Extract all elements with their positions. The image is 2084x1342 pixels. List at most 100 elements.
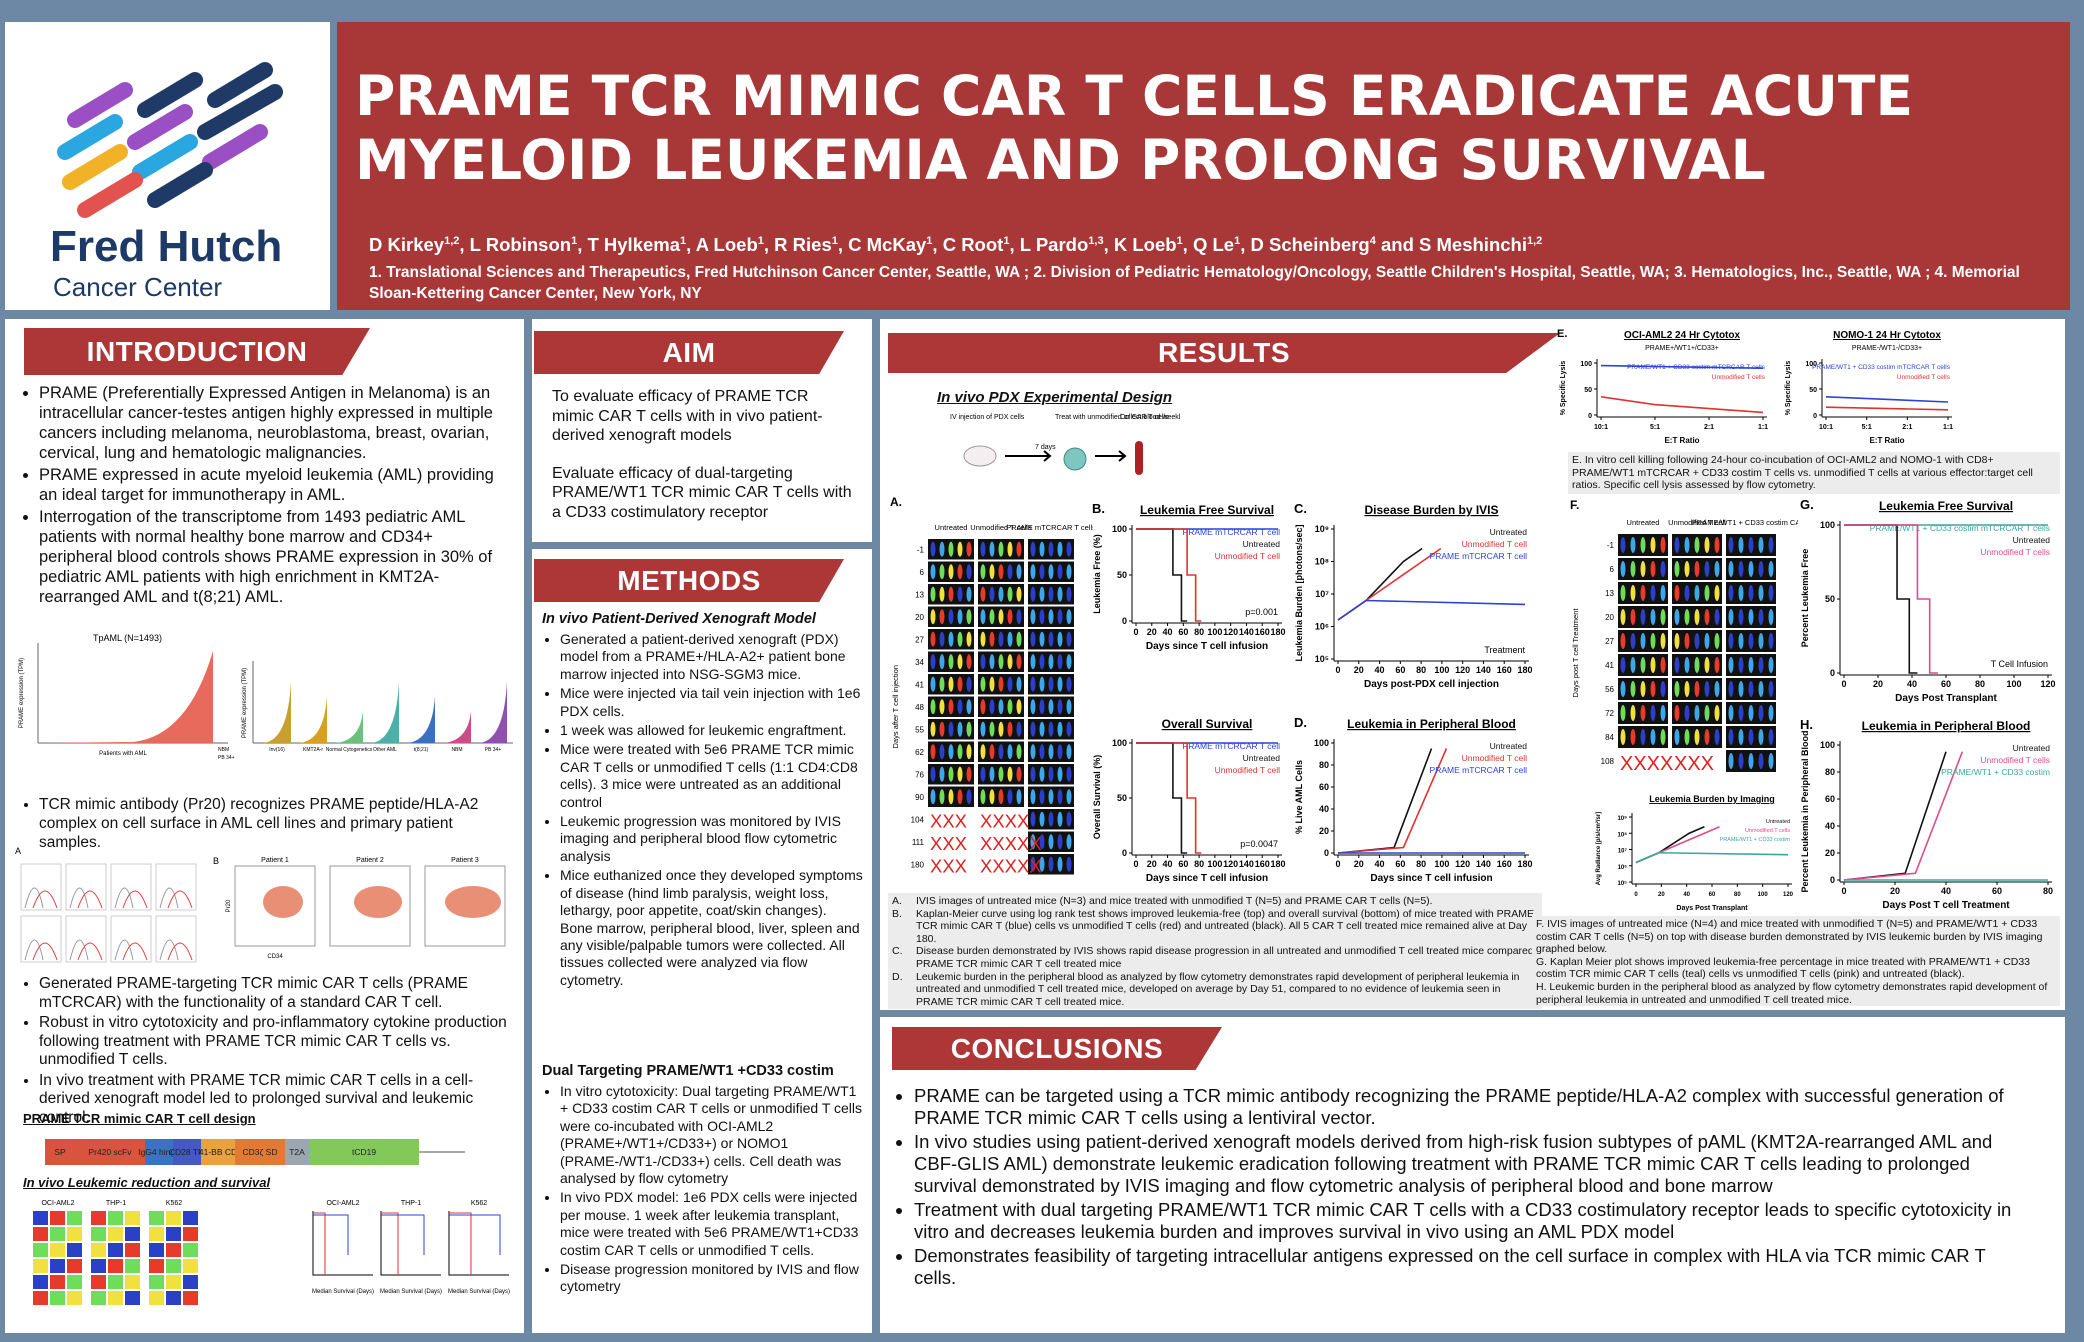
ivis-signal [998,541,1004,557]
x-tick-label: 40 [1163,627,1173,637]
y-axis-label: Leukemia Burden [photons/sec] [1294,524,1304,661]
row-label: 34 [915,658,924,667]
cell-line-label: OCI-AML2 [326,1200,359,1207]
ivis-signal [1660,585,1666,601]
death-mark: XXXX [980,811,1029,832]
ivis-signal [1738,657,1744,673]
histogram-frame [65,863,107,911]
x-tick-label: 40 [1375,859,1385,869]
ivis-signal [966,564,972,580]
x-tick-label: 10:1 [1819,424,1833,431]
panel-label: B. [1092,501,1105,516]
death-mark: XXX [930,833,967,854]
curve-illustration [449,1214,501,1255]
caption-row: H. Leukemic burden in the peripheral blo… [1536,980,2048,1006]
bullet-list: PRAME (Preferentially Expressed Antigen … [17,383,507,609]
row-label: 41 [915,680,924,689]
author-name: C Root [942,234,1004,255]
axis [312,1211,373,1276]
author-name: L Pardo [1019,234,1089,255]
ivis-signal [1660,537,1666,553]
ivis-signal [989,631,995,647]
scatter-frame [424,865,506,947]
ivis-image [166,1259,181,1273]
ivis-image [183,1291,198,1305]
x-tick-label: 120 [1223,859,1238,869]
ivis-signal [930,744,936,760]
ivis-signal [998,609,1004,625]
y-tick-label: 50 [1117,570,1127,580]
histogram-frame [155,915,197,963]
curve-illustration [1337,599,1526,621]
chart: Leukemia Burden by Imaging 0 20 40 60 80 100 12… [1595,794,1794,912]
ivis-signal [1738,537,1744,553]
x-tick-label: 80 [1194,627,1204,637]
y-tick-label: 60 [1319,782,1329,792]
x-tick-label: 160 [1255,627,1270,637]
ivis-signal [998,699,1004,715]
x-tick-label: 100 [1207,627,1222,637]
bullet-list: Generated PRAME-targeting TCR mimic CAR … [17,975,512,1129]
ivis-signal [1748,585,1754,601]
panel-label: E. [1557,328,1567,340]
histogram-frame [65,915,107,963]
ivis-image [50,1211,65,1225]
ivis-signal [1758,633,1764,649]
ivis-signal [1039,564,1045,580]
ivis-signal [1620,585,1626,601]
ivis-signal [1714,681,1720,697]
x-tick-label: 100 [1758,892,1769,898]
x-tick-label: 140 [1476,665,1491,675]
death-mark: XXX [930,856,967,877]
legend-entry: Untreated [1243,753,1281,763]
curve-illustration [1600,364,1764,369]
axis-label: Pr20 [226,899,232,912]
group-label: KMT2A-r [303,747,323,753]
conclusions-panel: CONCLUSIONS PRAME can be targeted using … [880,1017,2065,1333]
ivis-signal [989,654,995,670]
title-box: PRAME TCR MIMIC CAR T CELLS ERADICATE AC… [337,22,2070,310]
construct-segment [235,1139,285,1165]
ivis-signal [939,564,945,580]
y-axis-label: Days post T cell Treatment [1571,608,1580,698]
ivis-signal [1007,676,1013,692]
ivis-signal [1066,564,1072,580]
row-label: 27 [915,635,924,644]
bullet-item: Generated PRAME-targeting TCR mimic CAR … [39,975,512,1012]
ivis-signal [980,676,986,692]
aim-paragraph: To evaluate efficacy of PRAME TCR mimic … [552,388,823,444]
patient-label: Patient 3 [451,857,479,864]
x-tick-label: 60 [1395,665,1405,675]
x-tick-label: 20 [1354,859,1364,869]
x-tick-label: 120 [2040,679,2055,689]
aim-paragraph: Evaluate efficacy of dual-targeting PRAM… [552,464,852,521]
ivis-signal [1007,564,1013,580]
author-affiliation: 1 [1003,234,1010,247]
ivis-signal [948,631,954,647]
y-tick-label: 10⁸ [1315,557,1329,567]
ivis-signal [1748,561,1754,577]
subtype-area [371,681,399,743]
chart-title: Overall Survival [1162,717,1253,731]
ivis-signal [939,676,945,692]
ivis-image [149,1211,164,1225]
ivis-signal [1007,744,1013,760]
y-tick-label: 20 [1825,848,1835,858]
ivis-signal [1684,585,1690,601]
ivis-image [67,1243,82,1257]
x-tick-label: 80 [1975,679,1985,689]
cell-line-label: K562 [166,1200,182,1207]
x-tick-label: 160 [1497,859,1512,869]
cell-line-label: THP-1 [106,1200,126,1207]
legend-entry: Untreated [1243,539,1281,549]
chart-note: p=0.0047 [1240,839,1278,849]
ivis-image [33,1291,48,1305]
x-tick-label: 2:1 [1902,424,1912,431]
ivis-signal [1768,657,1774,673]
ivis-signal [1738,561,1744,577]
ivis-signal [957,586,963,602]
legend-entry: PRAME/WT1 + CD33 costim [1720,837,1791,843]
list: Generated a patient-derived xenograft (P… [538,631,863,989]
group-label: NBM [451,747,462,753]
x-tick-label: 0 [1335,665,1340,675]
